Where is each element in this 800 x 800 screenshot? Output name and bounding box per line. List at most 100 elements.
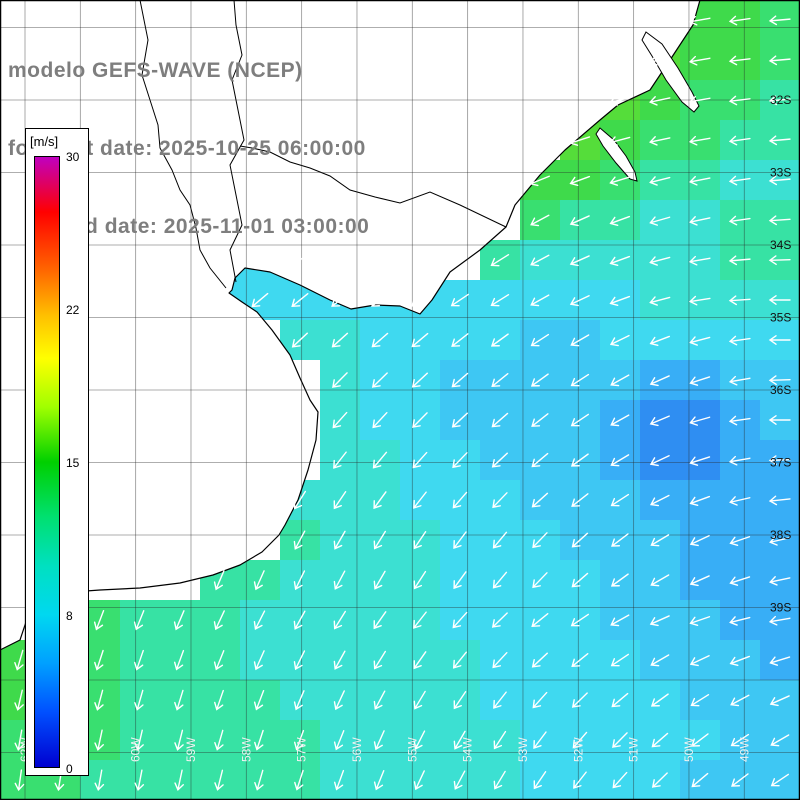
wind-direction-arrow (134, 649, 144, 671)
wind-direction-arrow (293, 490, 306, 510)
wind-direction-arrow (610, 414, 630, 427)
wind-direction-arrow (451, 412, 469, 428)
wind-direction-arrow (173, 649, 185, 671)
wind-direction-arrow (371, 332, 389, 348)
wind-direction-arrow (493, 730, 507, 750)
lon-tick-label: 57W (295, 737, 309, 762)
wind-direction-arrow (610, 653, 629, 667)
wind-direction-arrow (412, 451, 428, 469)
wind-direction-arrow (688, 95, 711, 106)
wind-direction-arrow (649, 176, 671, 186)
wind-direction-arrow (532, 532, 548, 549)
wind-direction-arrow (372, 451, 388, 469)
wind-direction-arrow (293, 729, 305, 751)
wind-direction-arrow (373, 570, 386, 590)
wind-direction-arrow (93, 609, 105, 631)
wind-direction-arrow (94, 689, 104, 711)
wind-direction-arrow (651, 732, 669, 748)
wind-direction-arrow (728, 135, 751, 146)
wind-direction-arrow (413, 690, 426, 710)
wind-direction-arrow (373, 491, 387, 510)
lon-tick-label: 53W (516, 737, 530, 762)
wind-direction-arrow (332, 372, 348, 388)
wind-direction-arrow (688, 55, 711, 66)
colorbar-tick: 30 (66, 150, 80, 164)
lon-tick-label: 54W (461, 737, 475, 762)
wind-direction-arrow (572, 731, 588, 749)
wind-direction-arrow (650, 693, 669, 707)
wind-direction-arrow (94, 769, 105, 792)
lat-tick-label: 35S (770, 311, 791, 325)
wind-direction-arrow (649, 136, 671, 146)
wind-direction-arrow (530, 373, 549, 387)
wind-direction-arrow (689, 416, 711, 426)
wind-direction-arrow (768, 215, 791, 226)
wind-direction-arrow (530, 254, 550, 267)
wind-direction-arrow (451, 333, 469, 347)
wind-direction-arrow (570, 373, 590, 387)
wind-direction-arrow (253, 650, 265, 671)
wind-direction-arrow (493, 691, 507, 709)
wind-direction-arrow (691, 733, 709, 747)
wind-direction-arrow (768, 455, 791, 466)
wind-direction-arrow (729, 655, 751, 667)
model-name: modelo GEFS-WAVE (NCEP) (8, 59, 303, 82)
wind-direction-arrow (689, 655, 710, 667)
wind-direction-arrow (570, 334, 590, 347)
wind-direction-arrow (569, 255, 590, 267)
wind-direction-arrow (691, 772, 709, 788)
lon-tick-label: 55W (405, 737, 419, 762)
lon-tick-label: 52W (571, 737, 585, 762)
wind-direction-arrow (611, 533, 629, 547)
wind-direction-arrow (609, 96, 631, 106)
wind-direction-arrow (373, 611, 387, 630)
wind-direction-arrow (728, 455, 751, 466)
wind-direction-arrow (569, 215, 590, 227)
wind-direction-arrow (210, 253, 229, 267)
wind-direction-arrow (650, 494, 670, 507)
wind-direction-arrow (731, 773, 749, 787)
wind-direction-arrow (492, 651, 508, 669)
wind-direction-arrow (333, 570, 346, 590)
wind-direction-arrow (411, 332, 429, 348)
wind-direction-arrow (689, 495, 711, 507)
wind-direction-arrow (214, 769, 224, 791)
wind-direction-arrow (609, 136, 631, 146)
wind-direction-arrow (453, 571, 467, 590)
wind-direction-arrow (573, 771, 587, 789)
wind-direction-arrow (333, 690, 345, 711)
wind-direction-arrow (452, 491, 468, 509)
colorbar-legend: [m/s] 30 22 15 8 0 (25, 128, 89, 776)
wind-direction-arrow (768, 55, 791, 66)
wind-direction-arrow (728, 55, 751, 66)
river-border-line (229, 0, 245, 283)
wind-direction-arrow (768, 15, 791, 26)
wind-direction-arrow (293, 650, 306, 671)
lon-tick-label: 60W (129, 737, 143, 762)
wind-direction-arrow (530, 214, 550, 227)
wind-direction-arrow (254, 729, 264, 751)
wind-direction-arrow (610, 614, 630, 627)
wind-direction-arrow (689, 216, 711, 226)
wind-direction-arrow (728, 255, 751, 266)
wind-direction-arrow (649, 56, 671, 66)
wind-direction-arrow (649, 96, 671, 106)
wind-direction-arrow (531, 492, 549, 508)
wind-direction-arrow (531, 452, 549, 468)
wind-direction-arrow (453, 531, 467, 549)
wind-direction-arrow (133, 610, 145, 631)
wind-direction-arrow (730, 694, 750, 707)
wind-direction-arrow (491, 373, 509, 388)
lat-tick-label: 38S (770, 528, 791, 542)
wind-direction-arrow (373, 650, 386, 670)
lat-tick-label: 39S (770, 601, 791, 615)
wind-direction-arrow (253, 689, 265, 711)
wind-direction-arrow (253, 570, 265, 591)
wind-direction-arrow (609, 215, 631, 227)
wind-direction-arrow (768, 415, 791, 425)
wind-direction-arrow (451, 372, 469, 388)
wind-direction-arrow (689, 535, 710, 547)
colorbar-gradient (34, 156, 60, 768)
lon-tick-label: 51W (627, 737, 641, 762)
wind-direction-arrow (531, 413, 549, 427)
